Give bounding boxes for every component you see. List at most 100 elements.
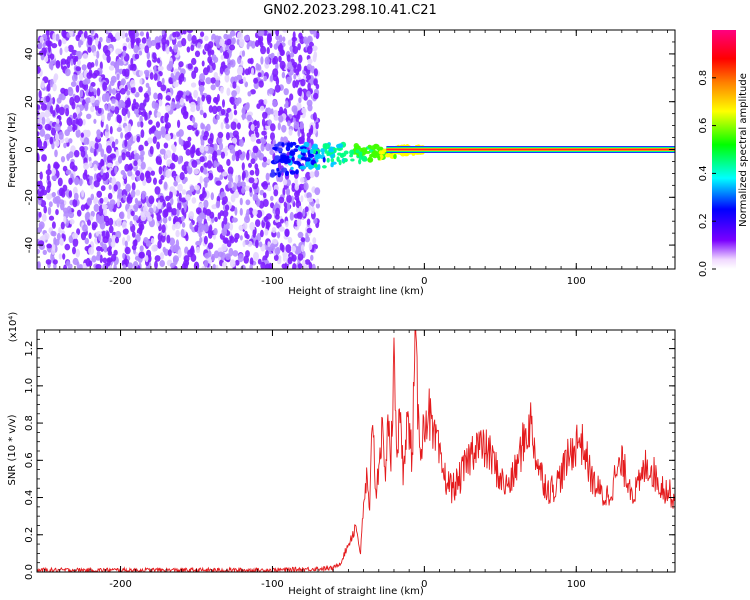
noise-blob bbox=[106, 162, 113, 168]
noise-blob bbox=[271, 238, 278, 245]
signal-blob bbox=[291, 156, 295, 162]
noise-blob bbox=[220, 122, 224, 130]
noise-blob bbox=[186, 124, 193, 131]
noise-blob bbox=[165, 104, 171, 112]
noise-blob bbox=[130, 57, 134, 67]
noise-blob bbox=[53, 237, 57, 245]
noise-blob bbox=[285, 229, 290, 237]
noise-blob bbox=[161, 77, 165, 85]
noise-blob bbox=[272, 55, 279, 65]
noise-blob bbox=[261, 161, 267, 168]
noise-blob bbox=[267, 30, 274, 33]
noise-blob bbox=[231, 90, 238, 97]
noise-blob bbox=[162, 246, 166, 253]
noise-blob bbox=[89, 85, 94, 93]
noise-blob bbox=[87, 46, 92, 53]
noise-blob bbox=[219, 38, 225, 47]
signal-blob bbox=[358, 158, 362, 165]
noise-blob bbox=[276, 246, 280, 256]
noise-blob bbox=[246, 42, 250, 50]
noise-blob bbox=[283, 88, 289, 96]
noise-blob bbox=[307, 82, 311, 91]
noise-blob bbox=[153, 177, 157, 185]
noise-blob bbox=[287, 236, 293, 244]
snr-y-ticks: 0.0 0.2 0.4 0.6 0.8 1.0 1.2 bbox=[24, 329, 675, 580]
signal-blob bbox=[358, 154, 363, 160]
noise-blob bbox=[206, 123, 211, 132]
noise-blob bbox=[255, 219, 261, 228]
noise-blob bbox=[130, 210, 135, 217]
noise-blob bbox=[222, 210, 229, 218]
noise-blob bbox=[101, 93, 108, 103]
noise-blob bbox=[298, 183, 305, 191]
noise-blob bbox=[148, 195, 155, 205]
noise-blob bbox=[155, 42, 161, 50]
noise-blob bbox=[96, 50, 100, 59]
noise-blob bbox=[182, 105, 187, 112]
noise-blob bbox=[101, 114, 105, 122]
noise-blob bbox=[133, 108, 139, 115]
noise-blob bbox=[252, 182, 258, 190]
noise-blob bbox=[61, 233, 65, 239]
noise-blob bbox=[47, 163, 51, 171]
noise-blob bbox=[271, 227, 277, 234]
noise-blob bbox=[191, 116, 196, 124]
noise-blob bbox=[102, 264, 106, 269]
noise-blob bbox=[278, 115, 284, 123]
noise-blob bbox=[170, 101, 176, 110]
noise-blob bbox=[272, 68, 279, 77]
noise-blob bbox=[204, 43, 210, 52]
noise-blob bbox=[149, 72, 154, 80]
noise-blob bbox=[105, 37, 112, 44]
noise-blob bbox=[72, 232, 79, 239]
noise-blob bbox=[241, 187, 246, 194]
noise-blob bbox=[263, 98, 268, 105]
noise-blob bbox=[303, 36, 308, 44]
noise-blob bbox=[44, 55, 49, 63]
noise-blob bbox=[91, 221, 98, 229]
spectrogram-y-axis-label: Frequency (Hz) bbox=[7, 112, 18, 188]
noise-blob bbox=[56, 97, 62, 104]
noise-blob bbox=[235, 175, 239, 184]
noise-blob bbox=[163, 142, 169, 149]
noise-blob bbox=[170, 72, 174, 79]
noise-blob bbox=[64, 243, 71, 251]
noise-blob bbox=[220, 191, 226, 198]
noise-blob bbox=[203, 112, 207, 119]
noise-blob bbox=[231, 137, 238, 144]
noise-blob bbox=[216, 93, 220, 102]
noise-blob bbox=[108, 84, 112, 92]
noise-blob bbox=[37, 153, 40, 162]
noise-blob bbox=[300, 237, 306, 243]
noise-blob bbox=[265, 172, 270, 181]
noise-blob bbox=[260, 261, 266, 269]
noise-blob bbox=[90, 193, 95, 201]
noise-blob bbox=[60, 156, 66, 163]
noise-blob bbox=[186, 165, 191, 172]
noise-blob bbox=[290, 52, 295, 58]
noise-blob bbox=[143, 92, 149, 99]
noise-blob bbox=[73, 150, 80, 158]
noise-blob bbox=[310, 254, 314, 261]
noise-blob bbox=[247, 91, 252, 97]
noise-blob bbox=[135, 189, 141, 196]
noise-blob bbox=[204, 145, 209, 152]
noise-blob bbox=[268, 185, 272, 192]
noise-blob bbox=[157, 65, 164, 71]
noise-blob bbox=[78, 178, 83, 187]
noise-blob bbox=[113, 263, 117, 269]
colorbar-ticks: 0.0 0.2 0.4 0.6 0.8 bbox=[698, 70, 716, 277]
noise-blob bbox=[229, 222, 234, 231]
noise-blob bbox=[166, 63, 173, 71]
noise-blob bbox=[124, 32, 128, 38]
noise-blob bbox=[247, 66, 251, 75]
noise-blob bbox=[222, 171, 228, 177]
noise-blob bbox=[137, 158, 142, 167]
noise-blob bbox=[226, 158, 231, 167]
noise-blob bbox=[37, 104, 41, 110]
noise-blob bbox=[164, 115, 169, 123]
noise-blob bbox=[68, 138, 73, 144]
noise-blob bbox=[178, 61, 184, 68]
noise-blob bbox=[136, 174, 141, 182]
noise-blob bbox=[131, 103, 135, 112]
